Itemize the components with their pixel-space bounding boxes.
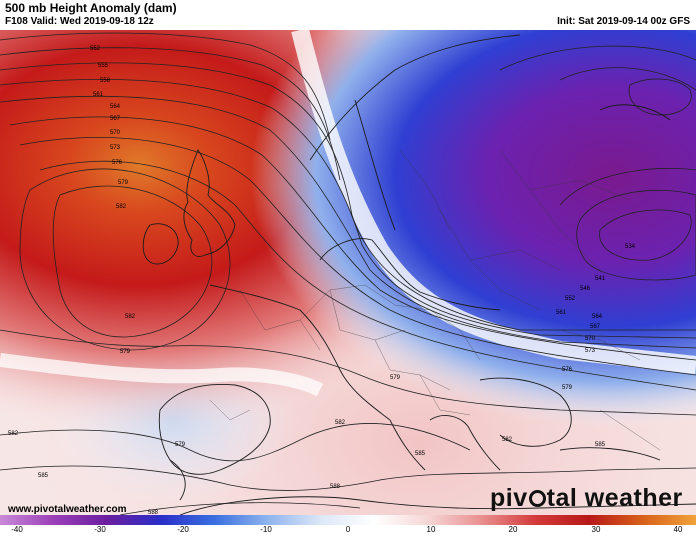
contour-lines (0, 32, 696, 515)
contour-labels: 552 555 558 561 564 567 570 573 576 579 … (8, 46, 636, 515)
anomaly-colorbar (0, 515, 696, 525)
label-east-552: 552 (565, 296, 576, 302)
label-center-585: 585 (38, 473, 49, 479)
colorbar-tick: 10 (426, 525, 436, 534)
label-ridge-552: 552 (90, 46, 101, 52)
label-ridge-561: 561 (93, 92, 104, 98)
label-europe-582: 582 (335, 420, 346, 426)
label-europe-573: 573 (585, 348, 596, 354)
label-europe-582b: 582 (502, 437, 513, 443)
init-time: Init: Sat 2019-09-14 00z GFS (557, 16, 690, 27)
label-ridge-558: 558 (100, 78, 111, 84)
colorbar-tick: 0 (345, 525, 351, 534)
brand-prefix: piv (490, 484, 528, 512)
label-europe-564: 564 (592, 314, 603, 320)
pivotal-weather-logo: piv tal weather (490, 484, 683, 513)
label-europe-588: 588 (330, 484, 341, 490)
label-europe-576: 576 (562, 367, 573, 373)
label-ridge-567: 567 (110, 116, 121, 122)
brand-o-icon (528, 490, 546, 507)
brand-suffix: tal weather (546, 484, 683, 512)
label-europe-585b: 585 (595, 442, 606, 448)
label-center-582: 582 (8, 431, 19, 437)
label-ridge-555: 555 (98, 63, 109, 69)
label-europe-579: 579 (390, 375, 401, 381)
colorbar-labels: -40 -30 -20 -10 0 10 20 30 40 (0, 525, 696, 537)
atlantic-white-band (0, 353, 324, 397)
colorbar-tick: 20 (508, 525, 518, 534)
label-ridge-564: 564 (110, 104, 121, 110)
label-europe-585: 585 (415, 451, 426, 457)
label-east-541: 541 (595, 276, 606, 282)
label-europe-579b: 579 (562, 385, 573, 391)
map-title: 500 mb Height Anomaly (dam) (5, 1, 177, 15)
colorbar-tick: -10 (260, 525, 272, 534)
label-europe-561: 561 (556, 310, 567, 316)
header: 500 mb Height Anomaly (dam) F108 Valid: … (0, 0, 696, 30)
border-lines (209, 149, 661, 451)
label-ridge-570: 570 (110, 130, 121, 136)
valid-time: F108 Valid: Wed 2019-09-18 12z (5, 16, 154, 27)
label-atlantic-579: 579 (120, 349, 131, 355)
colorbar-tick: -40 (11, 525, 23, 534)
label-europe-570: 570 (585, 336, 596, 342)
website-url: www.pivotalweather.com (8, 504, 127, 515)
colorbar-tick: 40 (673, 525, 683, 534)
label-ridge-573: 573 (110, 145, 121, 151)
colorbar-tick: -30 (94, 525, 106, 534)
height-anomaly-map[interactable]: 552 555 558 561 564 567 570 573 576 579 … (0, 30, 696, 515)
colorbar-tick: 30 (591, 525, 601, 534)
trough-anomaly-field (0, 30, 696, 515)
label-ridge-579: 579 (118, 180, 129, 186)
colorbar-tick: -20 (177, 525, 189, 534)
label-ridge-576: 576 (112, 160, 123, 166)
coastlines (142, 34, 696, 515)
label-center-579: 579 (175, 442, 186, 448)
label-europe-567: 567 (590, 324, 601, 330)
label-center-588: 588 (148, 510, 159, 515)
label-atlantic-582: 582 (125, 314, 136, 320)
label-ridge-582: 582 (116, 204, 127, 210)
label-east-546: 546 (580, 286, 591, 292)
label-east-534: 534 (625, 244, 636, 250)
